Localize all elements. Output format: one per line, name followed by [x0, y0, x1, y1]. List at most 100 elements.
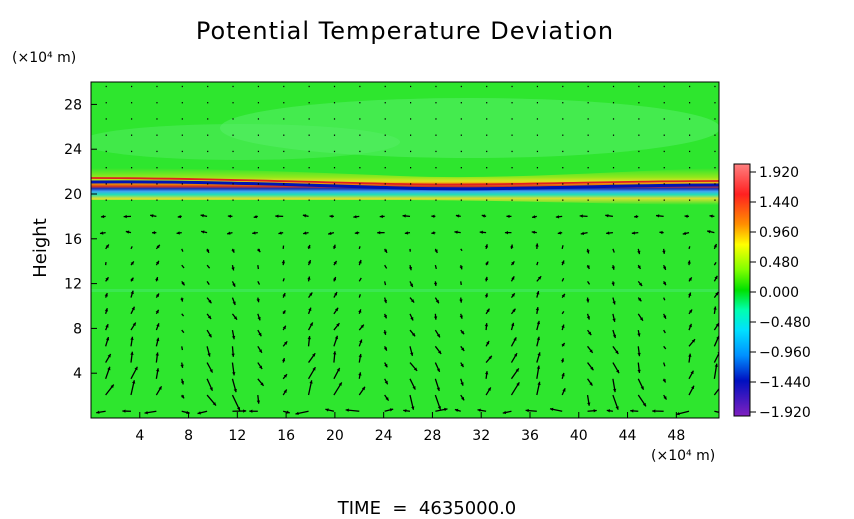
wind-vector-head: [281, 358, 286, 362]
wind-vector-head: [249, 409, 253, 413]
colorbar-tick-label: −0.480: [759, 315, 811, 331]
wind-vector: [206, 264, 211, 269]
wind-vector-head: [431, 214, 435, 218]
wind-vector-head: [308, 307, 312, 312]
wind-vector-head: [615, 406, 619, 410]
wind-vector: [460, 248, 463, 252]
cool-region: [91, 124, 400, 160]
wind-vector-head: [587, 402, 591, 406]
wind-vector-head: [488, 355, 492, 360]
wind-vector-head: [410, 299, 415, 303]
wind-vector-head: [312, 353, 316, 357]
y-tick-label: 16: [64, 232, 82, 248]
wind-vector-head: [590, 366, 594, 371]
wind-vector-head: [561, 372, 565, 377]
x-tick-label: 12: [228, 428, 246, 444]
wind-vector-head: [652, 409, 656, 413]
wind-vector-head: [197, 411, 201, 415]
wind-vector-head: [631, 231, 636, 235]
wind-vector-head: [227, 231, 231, 235]
wind-vector-head: [180, 298, 184, 302]
wind-vector-head: [231, 335, 236, 340]
wind-vector-head: [612, 334, 617, 339]
wind-vector-head: [691, 385, 695, 390]
wind-vector-head: [232, 283, 236, 287]
wind-vector-head: [212, 402, 216, 406]
wind-vector-head: [593, 409, 597, 413]
wind-vector-head: [611, 282, 615, 286]
wind-vector-head: [236, 406, 241, 411]
wind-vector-head: [232, 301, 236, 305]
wind-vector-head: [684, 214, 688, 218]
wind-vector-head: [243, 409, 247, 413]
wind-vector-head: [435, 299, 439, 304]
wind-vector-head: [201, 230, 205, 234]
wind-vector: [384, 281, 387, 286]
wind-vector-head: [455, 214, 460, 218]
wind-vector-head: [122, 409, 126, 413]
wind-vector-head: [131, 306, 135, 311]
wind-vector-head: [384, 380, 388, 385]
wind-vector: [181, 264, 185, 269]
wind-vector-head: [586, 265, 590, 269]
wind-vector: [257, 265, 260, 270]
wind-vector-head: [329, 214, 333, 218]
wind-vector-head: [176, 231, 180, 235]
wind-vector-head: [504, 230, 508, 235]
wind-vector-head: [486, 340, 490, 345]
wind-vector-head: [132, 322, 136, 327]
y-axis: 4 8 12 16 20 24 28: [64, 97, 97, 382]
wind-vector-head: [358, 309, 362, 313]
x-tick-label: 4: [135, 428, 144, 444]
wind-vector-head: [336, 367, 340, 372]
wind-vector: [713, 261, 717, 266]
wind-vector-head: [484, 293, 489, 297]
wind-vector-head: [525, 408, 529, 413]
wind-vector-head: [691, 339, 696, 343]
wind-vector: [663, 362, 666, 367]
cool-region: [220, 98, 719, 158]
wind-vector-head: [687, 260, 691, 264]
wind-vector-head: [690, 370, 694, 375]
wind-vector-head: [461, 347, 465, 351]
x-tick-label: 8: [184, 428, 193, 444]
wind-vector-head: [506, 214, 510, 219]
wind-vector-head: [206, 249, 210, 253]
wind-vector-head: [252, 231, 256, 235]
wind-vector-head: [637, 250, 641, 255]
wind-vector-head: [459, 265, 463, 270]
wind-vectors: [96, 85, 719, 416]
wind-vector-head: [334, 292, 338, 296]
wind-vector-head: [100, 214, 105, 219]
wind-vector: [663, 345, 667, 350]
wind-vector-head: [383, 299, 387, 304]
wind-vector-head: [332, 277, 337, 281]
wind-vector: [460, 281, 462, 286]
wind-vector-head: [605, 214, 609, 218]
wind-vector: [663, 297, 666, 301]
wind-vector-head: [208, 299, 212, 304]
wind-vector: [561, 310, 565, 315]
wind-vector: [358, 294, 361, 298]
wind-vector-head: [152, 231, 156, 235]
wind-vector-head: [436, 387, 440, 391]
wind-vector-head: [485, 261, 489, 265]
x-tick-label: 24: [375, 428, 393, 444]
wind-vector-head: [130, 261, 134, 265]
colorbar-tick-label: 0.960: [759, 225, 799, 241]
wind-vector: [282, 278, 285, 282]
wind-vector-head: [358, 353, 362, 358]
wind-vector-head: [513, 353, 517, 357]
wind-vector-head: [258, 332, 262, 337]
wind-vector-head: [637, 265, 641, 269]
wind-vector-head: [511, 293, 515, 297]
wind-vector-head: [307, 276, 311, 280]
wind-vector-head: [535, 307, 540, 311]
wind-vector-head: [155, 277, 159, 281]
y-tick-label: 28: [64, 97, 82, 113]
wind-vector-head: [312, 367, 316, 371]
wind-vector-head: [150, 214, 154, 218]
wind-vector-head: [209, 387, 213, 391]
wind-vector-head: [377, 231, 381, 235]
wind-vector-head: [461, 396, 465, 401]
